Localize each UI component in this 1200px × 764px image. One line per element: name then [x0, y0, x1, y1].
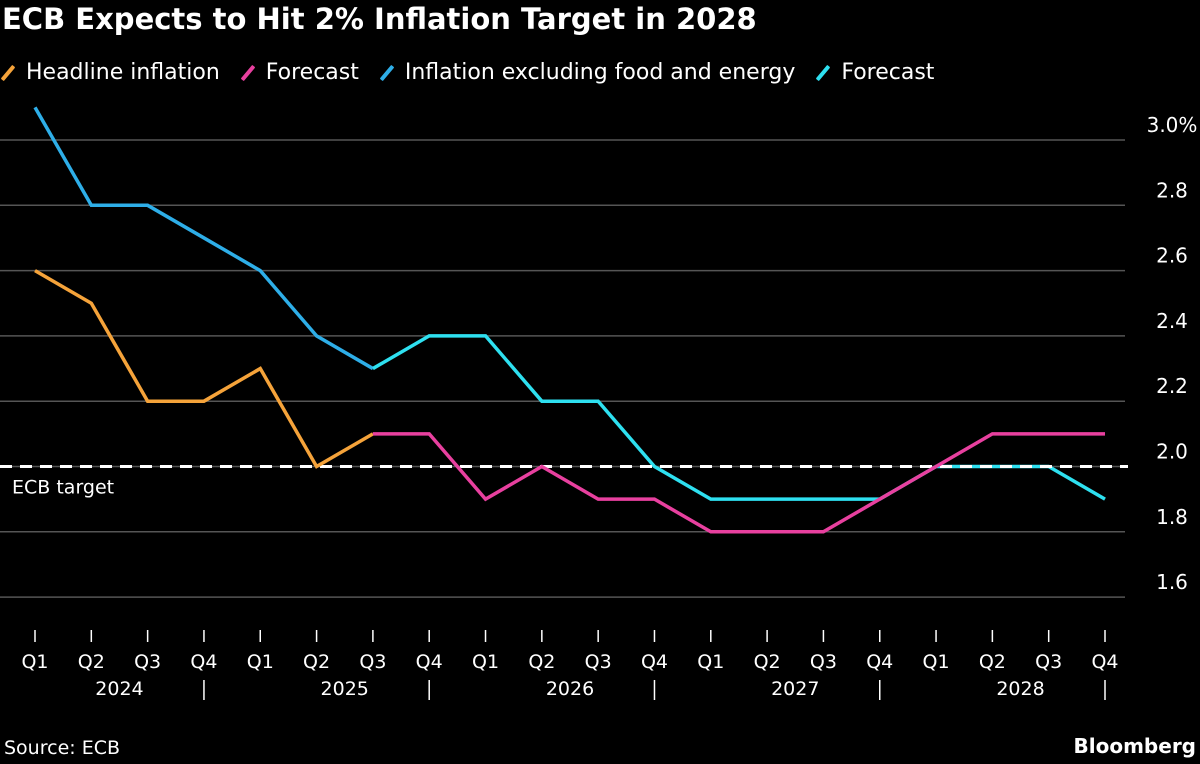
year-label: 2025 — [321, 678, 369, 700]
x-tick-label: Q1 — [697, 651, 724, 673]
x-tick-label: Q2 — [78, 651, 105, 673]
year-label: 2026 — [546, 678, 594, 700]
legend-label: Forecast — [265, 60, 359, 85]
y-tick-label: 2.6 — [1156, 244, 1188, 268]
x-tick-label: Q4 — [866, 651, 893, 673]
x-tick-label: Q2 — [303, 651, 330, 673]
x-tick-label: Q1 — [472, 651, 499, 673]
legend-label: Headline inflation — [26, 60, 220, 85]
target-label: ECB target — [12, 477, 114, 499]
chart-title: ECB Expects to Hit 2% Inflation Target i… — [2, 2, 757, 36]
y-tick-label: 2.0 — [1156, 440, 1188, 464]
x-tick-label: Q1 — [247, 651, 274, 673]
x-tick-label: Q3 — [1035, 651, 1062, 673]
x-tick-label: Q2 — [528, 651, 555, 673]
y-tick-label: 2.8 — [1156, 178, 1188, 202]
y-tick-label: 2.4 — [1156, 309, 1188, 333]
legend-label: Inflation excluding food and energy — [404, 60, 796, 85]
x-tick-label: Q3 — [585, 651, 612, 673]
y-tick-label: 1.8 — [1156, 505, 1188, 529]
series-line-1 — [372, 432, 1105, 534]
x-tick-label: Q1 — [21, 651, 48, 673]
year-label: 2027 — [771, 678, 819, 700]
legend-item: Headline inflation — [0, 60, 220, 85]
y-tick-label: 2.2 — [1156, 374, 1188, 398]
x-tick-label: Q3 — [134, 651, 161, 673]
x-tick-label: Q4 — [190, 651, 217, 673]
y-tick-label: 3.0% — [1147, 113, 1198, 137]
x-tick-label: Q1 — [923, 651, 950, 673]
year-label: 2028 — [996, 678, 1044, 700]
x-tick-label: Q2 — [754, 651, 781, 673]
legend-label: Forecast — [841, 60, 935, 85]
legend: Headline inflation Forecast Inflation excl… — [0, 60, 960, 85]
year-label: 2024 — [95, 678, 143, 700]
x-tick-label: Q2 — [979, 651, 1006, 673]
x-tick-label: Q4 — [416, 651, 443, 673]
y-tick-label: 1.6 — [1156, 570, 1188, 594]
bloomberg-logo: Bloomberg — [1073, 734, 1196, 758]
legend-item: Forecast — [240, 60, 359, 85]
x-tick-label: Q3 — [810, 651, 837, 673]
legend-item: Inflation excluding food and energy — [379, 60, 796, 85]
source-note: Source: ECB — [4, 737, 121, 759]
series-line-0 — [34, 269, 374, 469]
series-line-3 — [372, 334, 1106, 501]
legend-item: Forecast — [816, 60, 935, 85]
x-tick-label: Q4 — [641, 651, 668, 673]
x-tick-label: Q3 — [359, 651, 386, 673]
x-tick-label: Q4 — [1091, 651, 1118, 673]
